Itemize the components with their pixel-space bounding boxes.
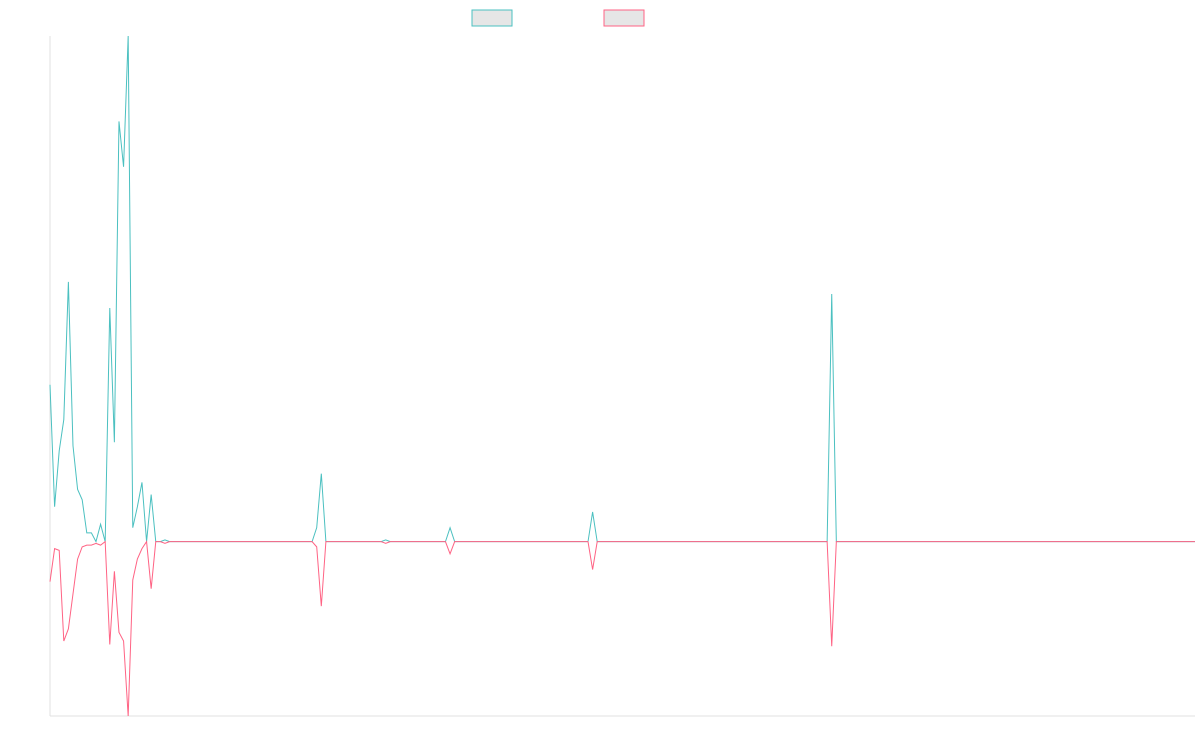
series-layer [49, 35, 1195, 717]
series-line-2 [49, 540, 1195, 717]
series-line-1 [49, 35, 1195, 544]
axes [49, 36, 1195, 717]
legend-item-2[interactable] [603, 9, 645, 27]
legend-swatch-1 [471, 9, 513, 27]
legend [471, 9, 645, 27]
legend-item-1[interactable] [471, 9, 513, 27]
legend-swatch-2 [603, 9, 645, 27]
